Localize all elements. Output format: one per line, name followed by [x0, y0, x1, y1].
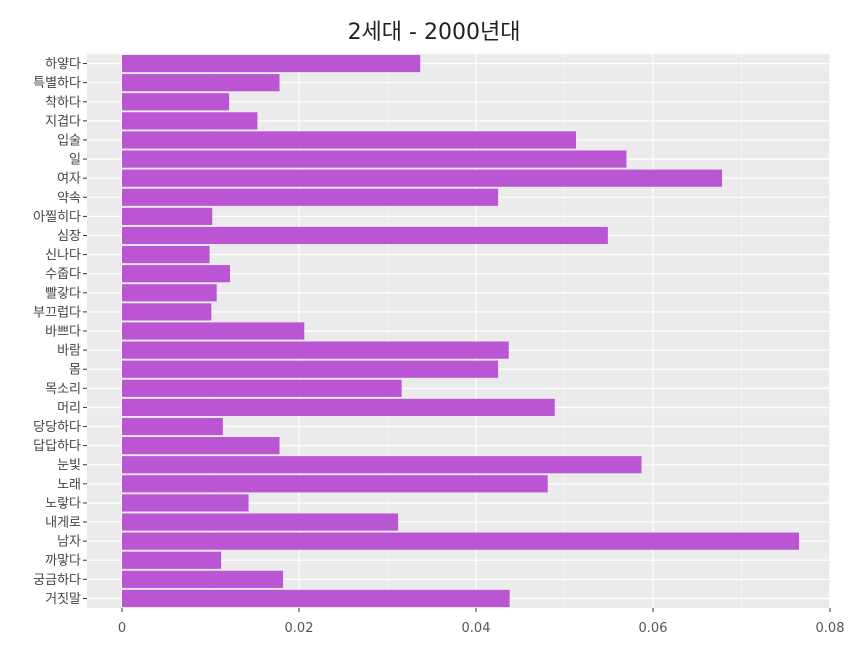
y-tick-label: 거짓말: [45, 592, 81, 607]
y-tick-label: 수줍다: [45, 267, 81, 282]
bar: [122, 437, 280, 455]
y-tick-label: 눈빛: [57, 458, 81, 473]
bar: [122, 475, 548, 493]
y-tick-label: 궁금하다: [33, 573, 81, 588]
y-tick-label: 까맣다: [45, 554, 81, 569]
chart-title: 2세대 - 2000년대: [347, 20, 521, 45]
y-tick-label: 부끄럽다: [33, 305, 81, 320]
bar: [122, 417, 223, 436]
bar: [122, 513, 399, 531]
bar: [122, 169, 723, 187]
bar: [122, 150, 627, 168]
y-tick-label: 머리: [57, 401, 81, 416]
y-tick-label: 착하다: [45, 95, 81, 110]
bar: [122, 322, 305, 340]
bar: [122, 532, 800, 550]
y-tick-label: 신나다: [45, 248, 81, 263]
x-tick-label: 0: [118, 621, 126, 636]
bar: [122, 303, 212, 321]
bar: [122, 112, 258, 130]
bar: [122, 207, 213, 225]
bar: [122, 74, 280, 92]
y-tick-label: 일: [69, 153, 81, 168]
bar: [122, 93, 230, 111]
y-tick-label: 바쁘다: [45, 325, 81, 340]
bar: [122, 284, 217, 302]
x-axis: 0 0.02 0.04 0.06 0.08: [118, 608, 845, 636]
y-tick-label: 답답하다: [33, 439, 81, 454]
bar: [122, 570, 284, 588]
y-tick-label: 입술: [57, 133, 81, 148]
y-tick-label: 심장: [57, 229, 81, 244]
bar: [122, 341, 509, 359]
x-tick-label: 0.02: [285, 621, 314, 636]
x-tick-label: 0.06: [639, 621, 668, 636]
y-tick-label: 내게로: [45, 516, 81, 531]
y-tick-label: 남자: [57, 535, 81, 550]
bar: [122, 551, 222, 569]
y-tick-label: 노랗다: [45, 496, 81, 511]
y-axis: 하얗다특별하다착하다지겹다입술일여자약속아찔히다심장신나다수줍다빨갛다부끄럽다바…: [33, 57, 87, 607]
y-tick-label: 지겹다: [45, 114, 81, 129]
bar: [122, 54, 421, 73]
y-tick-label: 빨갛다: [45, 286, 81, 301]
y-tick-label: 바람: [57, 344, 81, 359]
bar: [122, 245, 210, 264]
bar: [122, 131, 577, 149]
x-tick-label: 0.08: [816, 621, 845, 636]
y-tick-label: 노래: [57, 477, 81, 492]
y-tick-label: 하얗다: [45, 57, 81, 72]
bar: [122, 379, 402, 397]
y-tick-label: 특별하다: [33, 76, 81, 91]
bars: [122, 54, 800, 608]
bar: [122, 398, 555, 417]
y-tick-label: 여자: [57, 172, 81, 187]
bar: [122, 589, 510, 608]
bar: [122, 360, 499, 378]
bar: [122, 226, 608, 245]
y-tick-label: 몸: [69, 363, 81, 378]
bar: [122, 188, 499, 206]
bar: [122, 494, 249, 512]
y-tick-label: 아찔히다: [33, 210, 81, 225]
y-tick-label: 당당하다: [33, 420, 81, 435]
bar: [122, 456, 642, 474]
x-tick-label: 0.04: [462, 621, 491, 636]
y-tick-label: 약속: [57, 191, 81, 206]
y-tick-label: 목소리: [45, 382, 81, 397]
bar: [122, 265, 230, 283]
